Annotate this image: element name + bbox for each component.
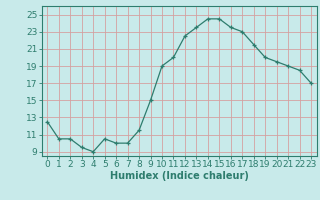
X-axis label: Humidex (Indice chaleur): Humidex (Indice chaleur) [110, 171, 249, 181]
